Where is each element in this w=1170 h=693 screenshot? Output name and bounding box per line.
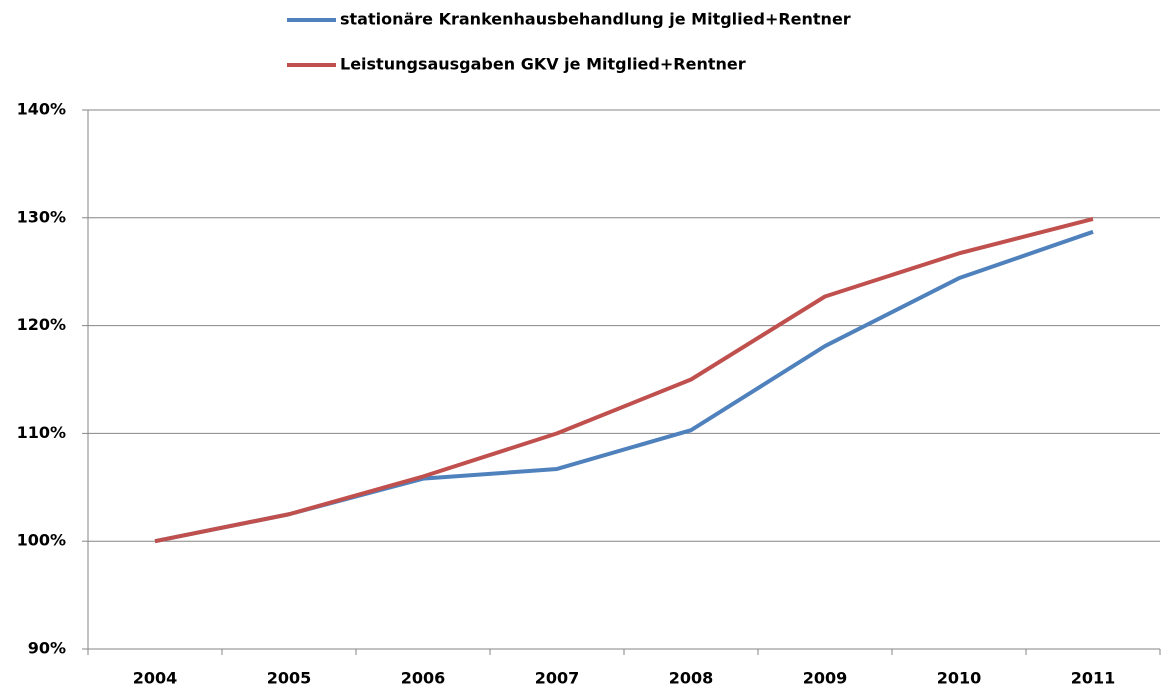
x-tick-label: 2004: [133, 669, 178, 688]
x-tick-label: 2008: [669, 669, 714, 688]
legend-label: stationäre Krankenhausbehandlung je Mitg…: [340, 10, 851, 29]
y-tick-label: 110%: [17, 423, 66, 442]
x-tick-label: 2006: [401, 669, 446, 688]
x-tick-label: 2011: [1071, 669, 1116, 688]
x-tick-label: 2007: [535, 669, 580, 688]
legend-label: Leistungsausgaben GKV je Mitglied+Rentne…: [340, 55, 746, 74]
x-tick-label: 2010: [937, 669, 982, 688]
series-line: [154, 216, 1094, 544]
x-tick-label: 2005: [267, 669, 312, 688]
x-tick-label: 2009: [803, 669, 848, 688]
y-tick-label: 120%: [17, 315, 66, 334]
series-line: [154, 229, 1094, 544]
y-tick-label: 130%: [17, 207, 66, 226]
y-tick-label: 140%: [17, 100, 66, 119]
y-tick-label: 100%: [17, 531, 66, 550]
y-tick-label: 90%: [28, 639, 66, 658]
